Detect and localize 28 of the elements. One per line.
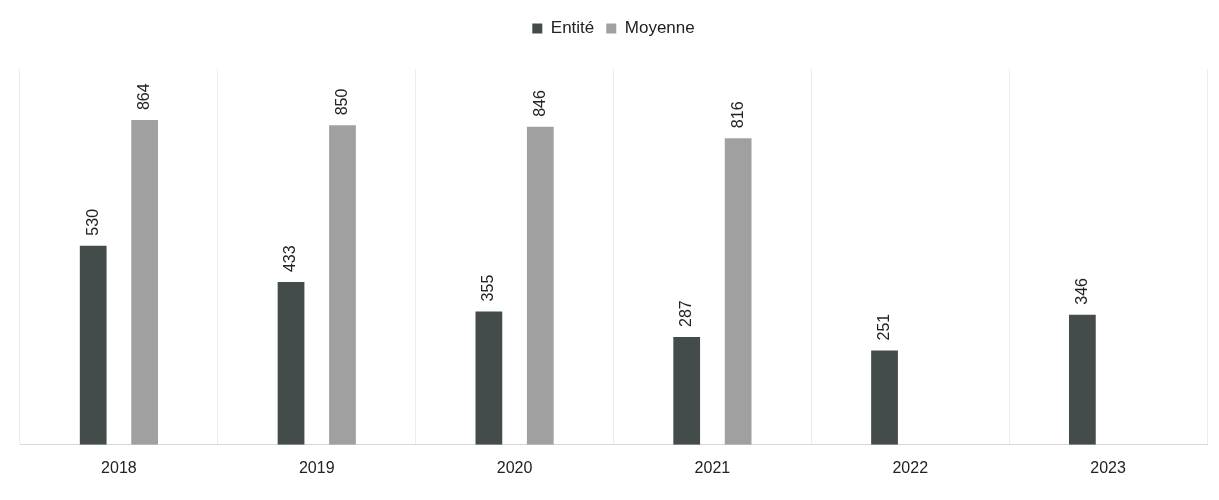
x-tick-label: 2021: [694, 458, 731, 476]
bar: [526, 126, 554, 445]
bar: [329, 125, 356, 445]
data-label: 287: [677, 300, 695, 327]
data-label: 346: [1072, 277, 1090, 305]
data-label: 433: [281, 245, 299, 273]
bar: [871, 350, 898, 445]
x-tick-label: 2023: [1090, 458, 1126, 476]
bar: [277, 282, 305, 445]
bar: [1068, 314, 1096, 445]
bar: [475, 311, 503, 445]
data-label: 530: [83, 208, 101, 236]
data-label: 251: [874, 313, 892, 341]
data-label: 850: [332, 88, 350, 116]
data-label: 816: [728, 101, 746, 129]
x-tick-label: 2022: [892, 458, 929, 476]
data-label: 864: [135, 83, 153, 111]
bar: [131, 120, 159, 445]
legend-label: Entité: [550, 18, 595, 38]
bar: [724, 138, 752, 445]
data-label: 355: [479, 274, 497, 302]
legend-label: Moyenne: [624, 18, 695, 38]
x-tick-label: 2019: [298, 458, 335, 476]
x-tick-label: 2020: [496, 458, 533, 476]
x-tick-label: 2018: [101, 458, 137, 476]
data-label: 846: [530, 90, 548, 117]
bar: [79, 245, 107, 445]
bar: [673, 336, 701, 445]
